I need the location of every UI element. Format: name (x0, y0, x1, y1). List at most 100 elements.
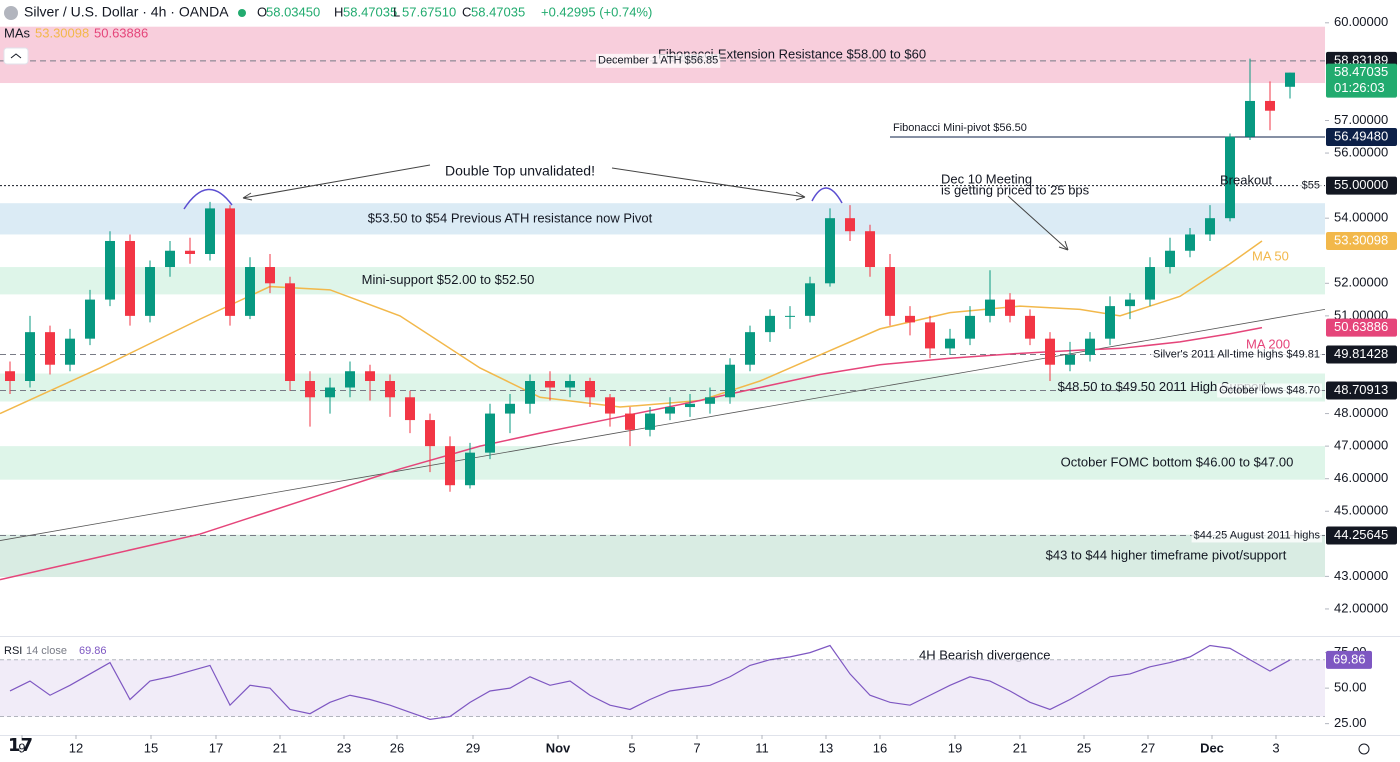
candle-body (625, 413, 635, 430)
candle-body (345, 371, 355, 388)
x-tick-label: 13 (819, 740, 833, 755)
price-label-box (1326, 318, 1397, 337)
level-label: $55 (1302, 180, 1320, 192)
candle-body (585, 381, 595, 398)
double-top-arc (183, 188, 233, 210)
y-tick-label: 56.00000 (1334, 144, 1388, 159)
candle-body (1185, 234, 1195, 251)
ohlc-key: L (393, 4, 400, 19)
candle-body (925, 322, 935, 349)
ohlc-value: 58.47035 (471, 4, 525, 19)
countdown: 01:26:03 (1334, 80, 1385, 95)
price-label: 48.70913 (1334, 382, 1388, 397)
candle-body (125, 240, 135, 316)
level-label: Silver's 2011 All-time highs $49.81 (1153, 348, 1320, 360)
candle-body (705, 397, 715, 404)
x-tick-label: 15 (144, 740, 158, 755)
y-tick-label: 48.00000 (1334, 405, 1388, 420)
candle-body (985, 299, 995, 316)
price-label-box (1326, 381, 1397, 400)
candle-body (1205, 218, 1215, 235)
candle-body (645, 413, 655, 430)
ma-label: MA 200 (1246, 336, 1290, 351)
zone (0, 534, 1325, 578)
y-tick-label: 60.00000 (1334, 14, 1388, 29)
rsi-name: RSI (4, 645, 22, 657)
settings-icon[interactable] (1358, 743, 1370, 755)
y-tick-label: 45.00000 (1334, 503, 1388, 518)
zone (0, 267, 1325, 295)
x-tick-label: 3 (1272, 740, 1279, 755)
rsi-tick-label: 50.00 (1334, 680, 1367, 695)
candle-body (145, 267, 155, 316)
rsi-line (9, 644, 1291, 720)
candle-body (205, 208, 215, 254)
annotation: Breakout (1220, 172, 1272, 187)
market-status (238, 9, 246, 17)
candle-body (5, 371, 15, 381)
price-label-box (1326, 176, 1397, 195)
candle-body (465, 452, 475, 486)
price-label-box (1326, 526, 1397, 545)
y-tick-label: 43.00000 (1334, 568, 1388, 583)
level-label-bg (1151, 347, 1322, 362)
ma-legend-name: MAs (4, 25, 31, 40)
candle-body (305, 381, 315, 398)
collapse-button[interactable] (3, 47, 29, 65)
double-top-arc (811, 187, 843, 204)
annotation: Double Top unvalidated! (445, 163, 595, 179)
arrow (611, 167, 806, 201)
candle-body (665, 407, 675, 414)
candle-body (365, 371, 375, 381)
logo: 𝟭𝟳 (8, 735, 33, 755)
candle-body (545, 381, 555, 388)
candles (5, 58, 1295, 492)
arrow (242, 164, 431, 201)
y-tick-label: 52.00000 (1334, 275, 1388, 290)
price-label-box (1326, 231, 1397, 250)
rsi-last-box (1326, 650, 1372, 669)
candle-body (765, 315, 775, 333)
candle-body (1265, 100, 1275, 111)
candle-body (1145, 267, 1155, 300)
ma-legend-value: 53.30098 (35, 25, 89, 40)
zone (0, 373, 1325, 402)
level-label: October lows $48.70 (1219, 384, 1320, 396)
candle-body (165, 250, 175, 268)
x-tick-label: 17 (209, 740, 223, 755)
x-tick-label: 7 (693, 740, 700, 755)
x-tick-label: 12 (69, 740, 83, 755)
candle-body (445, 446, 455, 486)
zones (0, 26, 1325, 578)
candle-body (505, 403, 515, 414)
ma-label: MA 50 (1252, 248, 1289, 263)
candle-body (605, 397, 615, 414)
x-tick-label: 19 (948, 740, 962, 755)
candle-body (1045, 338, 1055, 365)
candle-body (105, 240, 115, 300)
candle-body (25, 332, 35, 381)
zone-label: October FOMC bottom $46.00 to $47.00 (1061, 454, 1294, 469)
zone-label: Mini-support $52.00 to $52.50 (362, 272, 535, 287)
candle-body (905, 315, 915, 323)
candle-body (845, 218, 855, 232)
candle-body (425, 420, 435, 447)
candle-body (945, 338, 955, 349)
y-tick-label: 51.00000 (1334, 307, 1388, 322)
candle-body (825, 218, 835, 284)
symbol-title: Silver / U.S. Dollar · 4h · OANDA (24, 4, 229, 20)
change: +0.42995 (+0.74%) (541, 4, 652, 19)
price-label: 49.81428 (1334, 346, 1388, 361)
candle-body (885, 267, 895, 316)
x-tick-label: 11 (755, 740, 769, 755)
candle-body (485, 413, 495, 453)
candle-body (245, 267, 255, 316)
zone-label: $48.50 to $49.50 2011 High Support (1058, 379, 1267, 394)
x-tick-label: 26 (390, 740, 404, 755)
x-tick-label: Nov (546, 740, 571, 755)
x-tick-label: 16 (873, 740, 887, 755)
price-label: 55.00000 (1334, 177, 1388, 192)
ohlc-value: 58.03450 (266, 4, 320, 19)
collapse-icon (10, 53, 22, 59)
